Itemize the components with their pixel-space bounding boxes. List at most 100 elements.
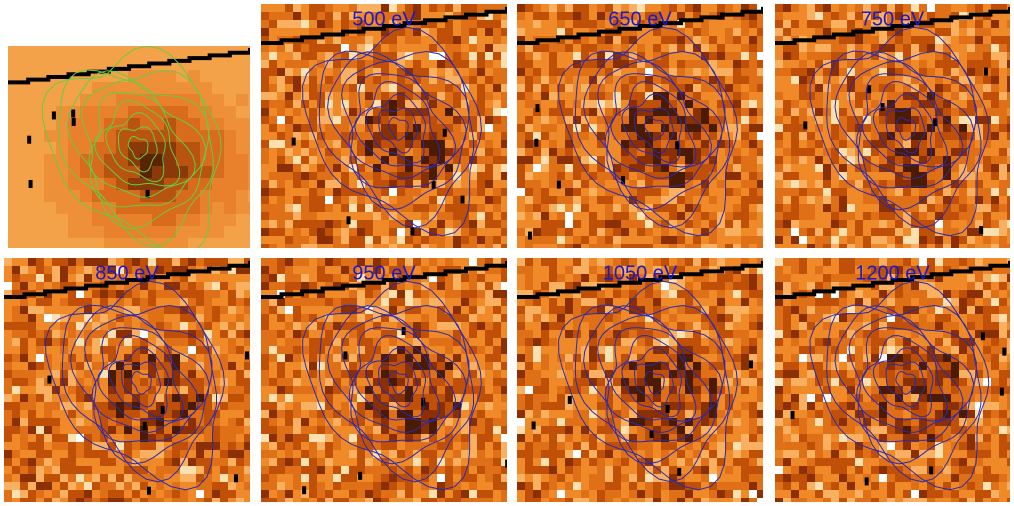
pixel xyxy=(549,108,557,116)
pixel xyxy=(12,490,20,498)
pixel xyxy=(749,140,757,148)
pixel xyxy=(92,490,100,498)
pixel xyxy=(677,60,685,68)
pixel xyxy=(349,44,357,52)
pixel xyxy=(333,354,341,362)
pixel xyxy=(807,196,815,204)
pixel xyxy=(493,346,501,354)
pixel xyxy=(44,282,52,290)
pixel xyxy=(943,28,951,36)
pixel xyxy=(581,156,589,164)
pixel xyxy=(261,418,269,426)
pixel xyxy=(309,164,317,172)
pixel xyxy=(389,442,397,450)
bad-pixel xyxy=(71,109,75,117)
pixel xyxy=(204,298,212,306)
pixel xyxy=(204,410,212,418)
pixel xyxy=(549,204,557,212)
pixel xyxy=(293,212,301,220)
pixel xyxy=(645,228,653,236)
pixel xyxy=(248,214,260,226)
pixel xyxy=(871,156,879,164)
pixel xyxy=(469,204,477,212)
pixel xyxy=(605,220,613,228)
pixel xyxy=(164,394,172,402)
pixel xyxy=(493,148,501,156)
pixel xyxy=(277,426,285,434)
pixel xyxy=(20,46,32,58)
pixel xyxy=(477,314,485,322)
pixel xyxy=(453,306,461,314)
pixel xyxy=(325,172,333,180)
pixel xyxy=(525,4,533,12)
pixel xyxy=(100,338,108,346)
pixel xyxy=(212,258,220,266)
pixel xyxy=(236,434,244,442)
pixel xyxy=(12,346,20,354)
pixel xyxy=(477,354,485,362)
pixel xyxy=(405,290,413,298)
pixel xyxy=(333,258,341,266)
pixel xyxy=(148,386,156,394)
pixel xyxy=(437,306,445,314)
pixel xyxy=(244,298,252,306)
pixel xyxy=(501,148,509,156)
pixel xyxy=(725,196,733,204)
pixel xyxy=(8,238,20,250)
pixel xyxy=(485,282,493,290)
pixel xyxy=(725,36,733,44)
pixel xyxy=(919,132,927,140)
pixel xyxy=(557,188,565,196)
pixel xyxy=(983,188,991,196)
pixel xyxy=(172,394,180,402)
pixel xyxy=(60,354,68,362)
pixel xyxy=(807,4,815,12)
pixel xyxy=(285,338,293,346)
pixel xyxy=(783,20,791,28)
pixel xyxy=(453,258,461,266)
pixel xyxy=(783,188,791,196)
pixel xyxy=(44,490,52,498)
pixel xyxy=(381,180,389,188)
pixel xyxy=(261,148,269,156)
pixel xyxy=(164,498,172,506)
pixel xyxy=(381,92,389,100)
pixel xyxy=(677,84,685,92)
pixel xyxy=(164,466,172,474)
pixel xyxy=(196,370,204,378)
pixel xyxy=(236,154,248,166)
pixel xyxy=(799,52,807,60)
pixel xyxy=(533,220,541,228)
pixel xyxy=(501,338,509,346)
pixel xyxy=(757,220,765,228)
pixel xyxy=(815,140,823,148)
pixel xyxy=(429,258,437,266)
pixel xyxy=(244,314,252,322)
pixel xyxy=(437,36,445,44)
pixel xyxy=(549,220,557,228)
pixel xyxy=(807,212,815,220)
pixel xyxy=(381,116,389,124)
pixel xyxy=(36,378,44,386)
panel: 950 eV xyxy=(261,258,528,506)
pixel xyxy=(176,238,188,250)
pixel xyxy=(269,188,277,196)
pixel xyxy=(317,212,325,220)
pixel xyxy=(469,4,477,12)
pixel xyxy=(164,82,176,94)
pixel xyxy=(236,498,244,506)
pixel xyxy=(549,20,557,28)
pixel xyxy=(180,362,188,370)
pixel xyxy=(581,44,589,52)
pixel xyxy=(749,60,757,68)
pixel xyxy=(325,44,333,52)
pixel xyxy=(999,20,1007,28)
pixel xyxy=(124,370,132,378)
pixel xyxy=(293,362,301,370)
pixel xyxy=(405,44,413,52)
pixel xyxy=(20,498,28,506)
pixel xyxy=(220,282,228,290)
pixel xyxy=(188,418,196,426)
pixel xyxy=(20,458,28,466)
pixel xyxy=(557,244,565,252)
